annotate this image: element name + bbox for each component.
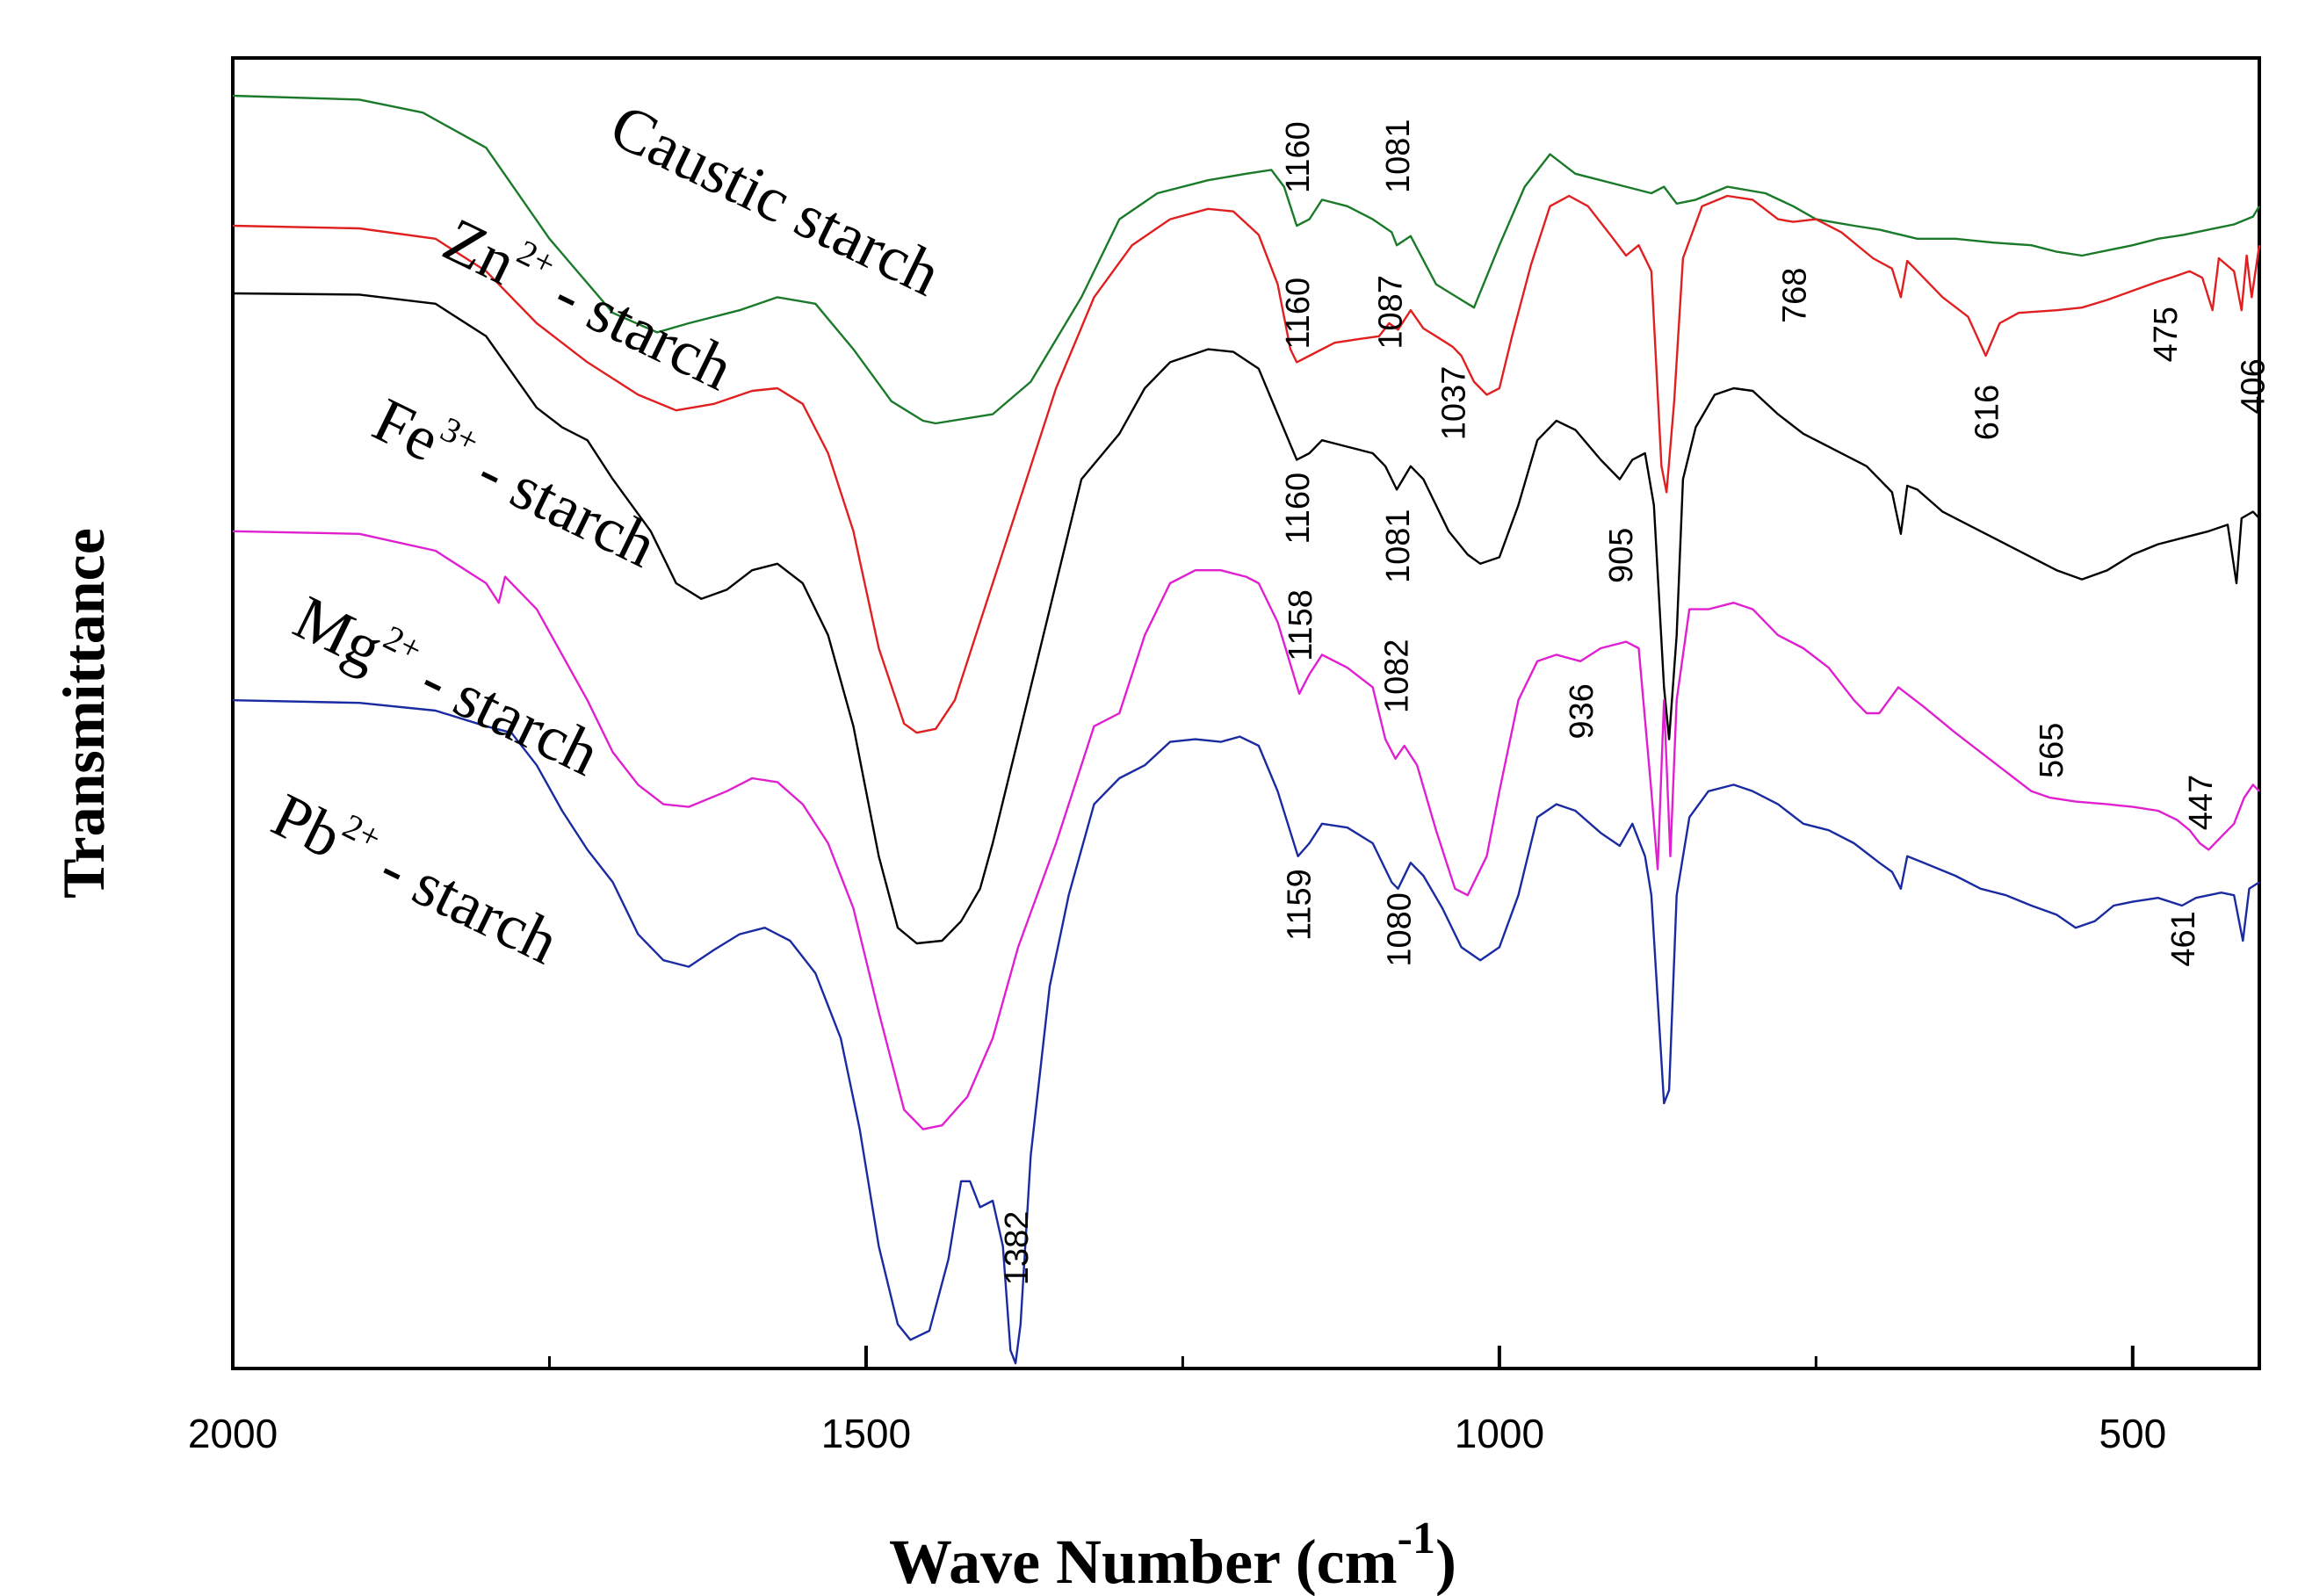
peak-annotation: 1158 [1283,589,1319,661]
curve-label-mg: Mg2+ - starch [284,579,611,790]
y-axis-title: Transmittance [50,528,117,899]
x-axis-ticks: 2000 1500 1000 500 [188,1346,2166,1456]
curve-label-mg-rest: - starch [396,637,610,790]
series-line-mg [232,530,2260,1130]
curve-label-fe-main: Fe [363,384,451,474]
curve-label-zn: Zn2+ - starch [433,201,745,404]
curve-label-mg-main: Mg [284,581,394,683]
curve-label-caustic-main: Caustic starch [600,90,951,309]
peak-annotation: 768 [1776,268,1813,323]
series-layer [232,94,2261,1365]
x-tick-label: 1000 [1455,1411,1544,1456]
peak-annotation: 1160 [1280,473,1317,545]
peak-annotation: 1160 [1280,278,1317,350]
series-line-fe [232,292,2260,945]
curve-label-zn-main: Zn [433,204,527,298]
curve-label-pb: Pb2+ - starch [262,776,571,978]
x-tick-label: 500 [2099,1411,2166,1456]
x-axis-title-main: Wave Number (cm [889,1527,1398,1596]
x-axis-title-sup: -1 [1398,1513,1435,1564]
curve-label-pb-main: Pb [262,779,352,871]
peak-annotation: 1080 [1382,892,1419,967]
peak-annotation: 1081 [1380,509,1417,583]
peak-annotation: 1382 [999,1211,1036,1286]
x-tick-label: 1500 [821,1411,911,1456]
peak-annotation: 1087 [1372,275,1409,350]
series-line-zn [232,194,2261,734]
peak-annotation: 1037 [1436,366,1473,441]
curve-label-caustic: Caustic starch [600,90,951,309]
plot-frame [231,56,2261,1370]
peak-annotation: 406 [2235,358,2272,414]
peak-annotation: 447 [2183,775,2220,830]
x-tick-label: 2000 [188,1411,278,1456]
peak-annotation: 905 [1603,528,1640,583]
peak-annotation: 1081 [1380,119,1417,193]
peak-annotation: 936 [1564,683,1600,739]
series-line-pb [232,699,2260,1365]
peak-annotation: 1160 [1280,121,1317,193]
curve-label-zn-rest: - starch [530,251,743,404]
peak-annotation: 565 [2034,723,2070,778]
peak-annotation: 461 [2165,911,2202,966]
x-axis-title-close: ) [1435,1527,1456,1596]
peak-annotation: 1082 [1379,639,1416,713]
curve-label-fe: Fe3+ - starch [363,381,668,581]
annotations-layer: 1160 1081 1160 1087 1037 768 616 475 406 1160 1081… [999,119,2272,1285]
x-axis-title: Wave Number (cm-1) [889,1513,1456,1596]
series-line-caustic-starch [232,94,2261,425]
peak-annotation: 1159 [1282,869,1319,941]
curve-label-fe-rest: - starch [453,429,667,581]
peak-annotation: 616 [1969,385,2006,440]
peak-annotation: 475 [2148,307,2185,362]
curve-label-pb-rest: - starch [356,825,569,978]
